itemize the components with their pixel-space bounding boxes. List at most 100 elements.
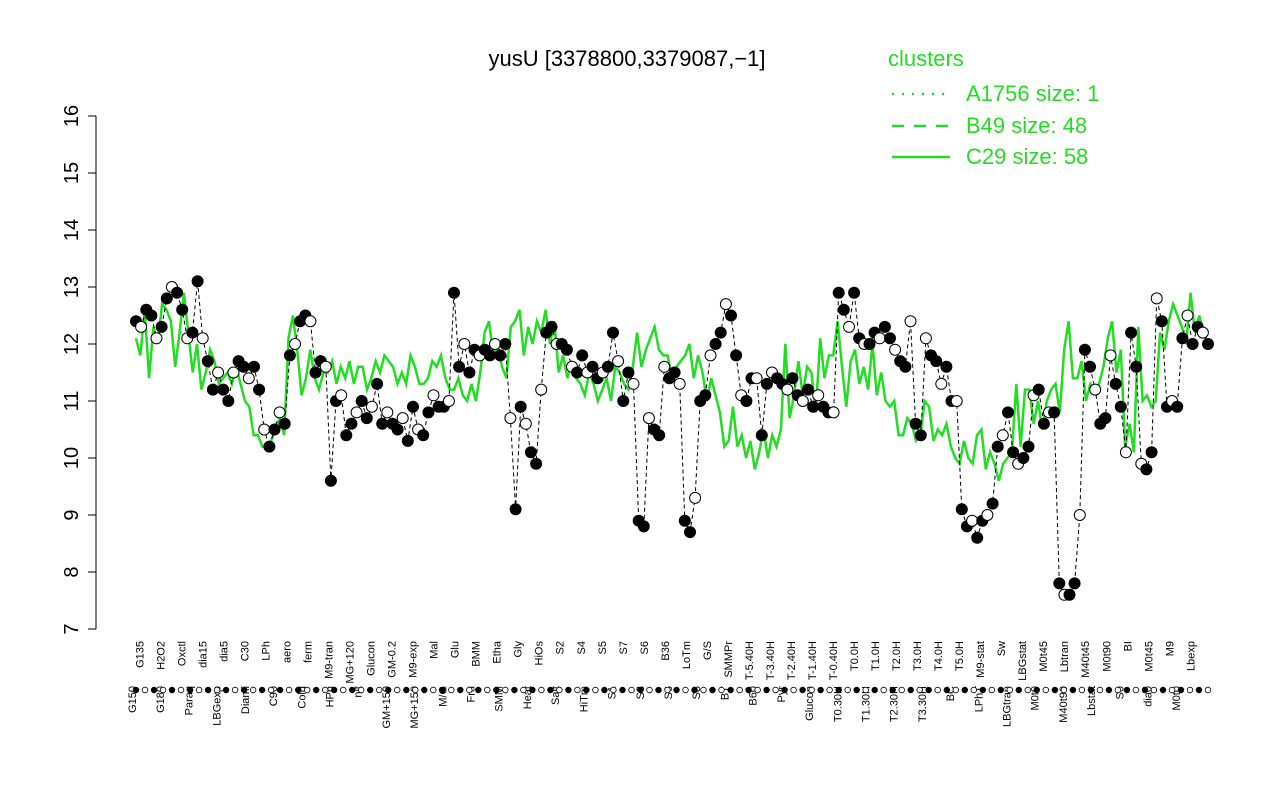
data-point bbox=[340, 429, 353, 442]
rug-marker bbox=[898, 686, 905, 694]
data-point bbox=[832, 286, 845, 299]
data-point bbox=[637, 520, 650, 533]
data-point bbox=[453, 360, 466, 373]
rug-marker bbox=[700, 686, 707, 694]
x-axis: G135 H2O2 Oxctl dia15 dia5 C30 LPh aero ferm M9-t… bbox=[127, 640, 1197, 728]
rug-marker bbox=[682, 686, 689, 694]
rug-marker bbox=[1105, 686, 1113, 694]
rug-marker bbox=[709, 686, 716, 694]
data-point bbox=[991, 440, 1004, 453]
x-tick-label: Glu bbox=[450, 641, 462, 658]
rug-marker bbox=[1195, 686, 1203, 694]
rug-marker bbox=[1006, 686, 1013, 694]
data-point bbox=[1002, 406, 1014, 419]
x-tick-label: T2.0H bbox=[891, 641, 903, 671]
data-point bbox=[371, 377, 384, 390]
x-tick-label: Gly bbox=[513, 641, 525, 658]
rug-marker bbox=[988, 686, 995, 694]
rug-marker bbox=[583, 686, 590, 694]
data-point bbox=[227, 366, 240, 379]
rug-marker bbox=[1060, 686, 1068, 694]
rug-marker bbox=[889, 686, 896, 694]
data-point bbox=[576, 349, 589, 362]
rug-marker bbox=[520, 686, 527, 694]
data-point bbox=[514, 400, 527, 413]
rug-marker bbox=[673, 686, 680, 694]
rug-marker bbox=[916, 686, 923, 694]
rug-marker bbox=[249, 686, 257, 694]
rug-marker bbox=[637, 686, 644, 694]
x-tick-label: LoTm bbox=[681, 641, 693, 669]
data-point bbox=[1202, 338, 1214, 350]
x-tick-label: LBGtran bbox=[1002, 686, 1014, 727]
rug-marker bbox=[285, 686, 293, 694]
data-point bbox=[781, 383, 794, 396]
rug-marker bbox=[565, 686, 572, 694]
rug-marker bbox=[547, 686, 554, 694]
x-tick-label: LBGstat bbox=[1017, 641, 1029, 681]
data-point bbox=[376, 417, 389, 430]
data-point bbox=[160, 292, 173, 305]
data-point bbox=[930, 355, 943, 368]
rug-marker bbox=[304, 686, 311, 694]
data-point bbox=[545, 320, 558, 333]
x-tick-label: Lbexp bbox=[1185, 641, 1197, 671]
data-point bbox=[237, 360, 250, 373]
data-point bbox=[909, 417, 922, 430]
rug-marker bbox=[484, 686, 491, 694]
rug-marker bbox=[222, 686, 230, 694]
data-point bbox=[524, 446, 537, 459]
rug-marker bbox=[1078, 686, 1086, 694]
rug-marker bbox=[358, 686, 365, 694]
legend: clusters A1756 size: 1 B49 size: 48 C29 … bbox=[888, 46, 1099, 169]
data-point bbox=[324, 474, 337, 487]
x-tick-label: Mal bbox=[429, 641, 441, 659]
data-point bbox=[940, 360, 953, 373]
legend-entry: A1756 size: 1 bbox=[966, 81, 1099, 106]
data-point bbox=[740, 395, 753, 407]
chart-title: yusU [3378800,3379087,−1] bbox=[488, 46, 765, 71]
y-axis: 7 8 9 10 11 12 13 14 15 16 bbox=[61, 105, 97, 635]
data-point bbox=[950, 395, 963, 407]
x-tick-label: LPh bbox=[261, 641, 273, 661]
data-point bbox=[427, 389, 440, 402]
x-tick-label: Lbtran bbox=[1059, 641, 1071, 672]
x-tick-label: T5.0H bbox=[954, 641, 966, 671]
data-point bbox=[848, 286, 861, 299]
data-point bbox=[1089, 383, 1102, 396]
rug-marker bbox=[1087, 686, 1095, 694]
x-tick-label: S6 bbox=[639, 641, 651, 654]
rug-marker bbox=[1015, 686, 1022, 694]
data-point bbox=[463, 366, 476, 379]
data-point bbox=[1078, 343, 1091, 356]
rug-marker bbox=[150, 686, 158, 694]
data-point bbox=[360, 412, 373, 425]
x-tick-label: T2.30H bbox=[889, 686, 901, 722]
rug-marker bbox=[168, 686, 176, 694]
y-tick-label: 15 bbox=[61, 162, 83, 184]
x-tick-label: dia5 bbox=[218, 641, 230, 662]
x-tick-label: dia15 bbox=[197, 641, 209, 668]
data-point bbox=[601, 360, 614, 373]
rug-marker bbox=[655, 686, 662, 694]
rug-marker bbox=[907, 686, 914, 694]
x-tick-label: Paraq bbox=[183, 686, 195, 715]
x-tick-label: M9-exp bbox=[408, 641, 420, 678]
rug-marker bbox=[952, 686, 959, 694]
x-tick-label: C30 bbox=[240, 641, 252, 661]
data-point bbox=[283, 349, 296, 362]
data-point bbox=[268, 423, 281, 436]
data-point bbox=[242, 372, 255, 385]
rug-marker bbox=[646, 686, 653, 694]
data-point bbox=[335, 389, 348, 402]
rug-marker bbox=[1123, 686, 1131, 694]
rug-marker bbox=[457, 686, 464, 694]
rug-marker bbox=[322, 686, 329, 694]
rug-marker bbox=[195, 686, 203, 694]
data-point bbox=[289, 338, 301, 350]
data-point bbox=[196, 332, 209, 345]
rug-marker bbox=[349, 686, 356, 694]
rug-marker bbox=[772, 686, 779, 694]
data-point bbox=[222, 395, 235, 407]
data-point bbox=[1022, 440, 1035, 453]
